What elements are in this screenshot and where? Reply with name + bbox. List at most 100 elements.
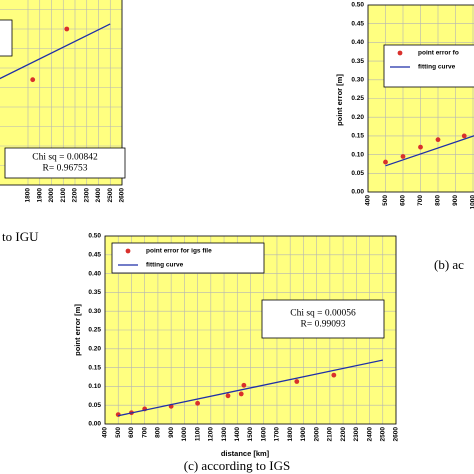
annotation: R= 0.96753 <box>43 164 88 174</box>
x-tick-label: 1500 <box>247 427 254 442</box>
y-tick-label: 0.35 <box>351 58 364 65</box>
y-tick-label: 0.50 <box>88 233 101 240</box>
point <box>435 137 441 143</box>
point <box>195 400 200 406</box>
point <box>238 391 244 397</box>
x-tick-label: 700 <box>141 427 148 438</box>
point <box>400 154 406 159</box>
x-tick-label: 1800 <box>287 427 294 442</box>
plot-content <box>0 23 111 83</box>
x-tick-label: 900 <box>452 195 459 206</box>
x-tick-label: 1100 <box>194 427 201 441</box>
x-tick-label: 800 <box>435 195 442 206</box>
x-tick-label: 2100 <box>60 188 67 203</box>
y-tick-label: 0.00 <box>351 189 364 196</box>
plot-border <box>104 235 397 425</box>
y-tick-label: 0.10 <box>88 383 101 390</box>
y-axis-label: point error [m] <box>73 304 82 356</box>
x-axis-label: distance [km] <box>221 449 270 458</box>
annotation: Chi sq = 0.00056 <box>290 309 356 319</box>
x-tick-label: 2200 <box>72 188 79 203</box>
y-tick-label: 0.05 <box>351 170 364 177</box>
x-tick-label: 600 <box>128 427 135 438</box>
x-tick-label: 1000 <box>470 195 474 210</box>
x-tick-label: 400 <box>102 427 109 438</box>
point <box>64 26 70 32</box>
y-tick-label: 0.45 <box>88 252 101 259</box>
point <box>331 372 337 378</box>
x-tick-label: 1900 <box>36 188 43 203</box>
annotation: Chi sq = 0.00842 <box>32 153 98 163</box>
y-tick-label: 0.00 <box>88 421 101 428</box>
point <box>30 77 36 83</box>
legend-box <box>0 19 13 57</box>
y-tick-label: 0.15 <box>88 364 101 371</box>
caption: (b) ac <box>434 257 464 272</box>
point <box>418 144 423 150</box>
x-tick-label: 500 <box>115 427 122 438</box>
legend-marker <box>125 248 131 254</box>
legend-box <box>111 242 265 274</box>
legend-marker <box>397 50 403 56</box>
x-tick-label: 700 <box>417 195 424 206</box>
x-tick-label: 2400 <box>95 188 102 203</box>
caption: (c) according to IGS <box>184 458 291 473</box>
fit-line <box>118 359 383 417</box>
x-tick-label: 1700 <box>274 427 281 442</box>
y-tick-label: 0.45 <box>351 20 364 27</box>
x-tick-label: 1200 <box>208 427 215 442</box>
x-tick-label: 1400 <box>234 427 241 442</box>
x-tick-label: 2600 <box>393 427 400 442</box>
point <box>461 133 467 139</box>
x-tick-label: 2100 <box>327 427 334 442</box>
legend-label: point error fo <box>418 50 459 57</box>
y-tick-label: 0.10 <box>351 151 364 158</box>
y-tick-label: 0.15 <box>351 133 364 140</box>
x-tick-label: 2600 <box>119 188 126 203</box>
annotation: R= 0.99093 <box>301 320 346 330</box>
x-tick-label: 800 <box>155 427 162 438</box>
y-tick-label: 0.05 <box>88 402 101 409</box>
y-axis-label: point error [m] <box>335 74 344 126</box>
x-tick-label: 2500 <box>379 427 386 442</box>
y-tick-label: 0.40 <box>88 270 101 277</box>
legend-label: point error for igs file <box>146 248 212 255</box>
plot-border <box>0 0 123 186</box>
fit-line <box>385 135 474 167</box>
point <box>115 412 121 417</box>
point <box>225 393 231 399</box>
x-tick-label: 1800 <box>25 188 32 203</box>
x-tick-label: 2000 <box>313 427 320 442</box>
annotation-box <box>261 299 385 339</box>
point <box>241 382 247 388</box>
plot-content <box>115 359 383 417</box>
y-tick-label: 0.30 <box>88 308 101 315</box>
x-tick-label: 500 <box>382 195 389 206</box>
legend-label: fitting curve <box>418 64 456 71</box>
x-tick-label: 2200 <box>340 427 347 442</box>
x-tick-label: 1300 <box>221 427 228 442</box>
x-tick-label: 600 <box>400 195 407 206</box>
x-tick-label: 2300 <box>83 188 90 203</box>
x-tick-label: 1600 <box>260 427 267 442</box>
x-tick-label: 400 <box>365 195 372 206</box>
x-tick-label: 2500 <box>107 188 114 203</box>
legend-label: fitting curve <box>146 262 184 269</box>
annotation-box <box>4 147 126 179</box>
x-tick-label: 900 <box>168 427 175 438</box>
x-tick-label: 2400 <box>366 427 373 442</box>
y-tick-label: 0.25 <box>351 95 364 102</box>
x-tick-label: 2300 <box>353 427 360 442</box>
y-tick-label: 0.35 <box>88 289 101 296</box>
y-tick-label: 0.20 <box>351 114 364 121</box>
fit-line <box>0 23 111 80</box>
plot-content <box>383 133 474 167</box>
x-tick-label: 1900 <box>300 427 307 442</box>
y-tick-label: 0.30 <box>351 77 364 84</box>
plot-border <box>367 4 474 193</box>
caption: to IGU <box>2 229 39 244</box>
y-tick-label: 0.50 <box>351 2 364 9</box>
y-tick-label: 0.25 <box>88 327 101 334</box>
